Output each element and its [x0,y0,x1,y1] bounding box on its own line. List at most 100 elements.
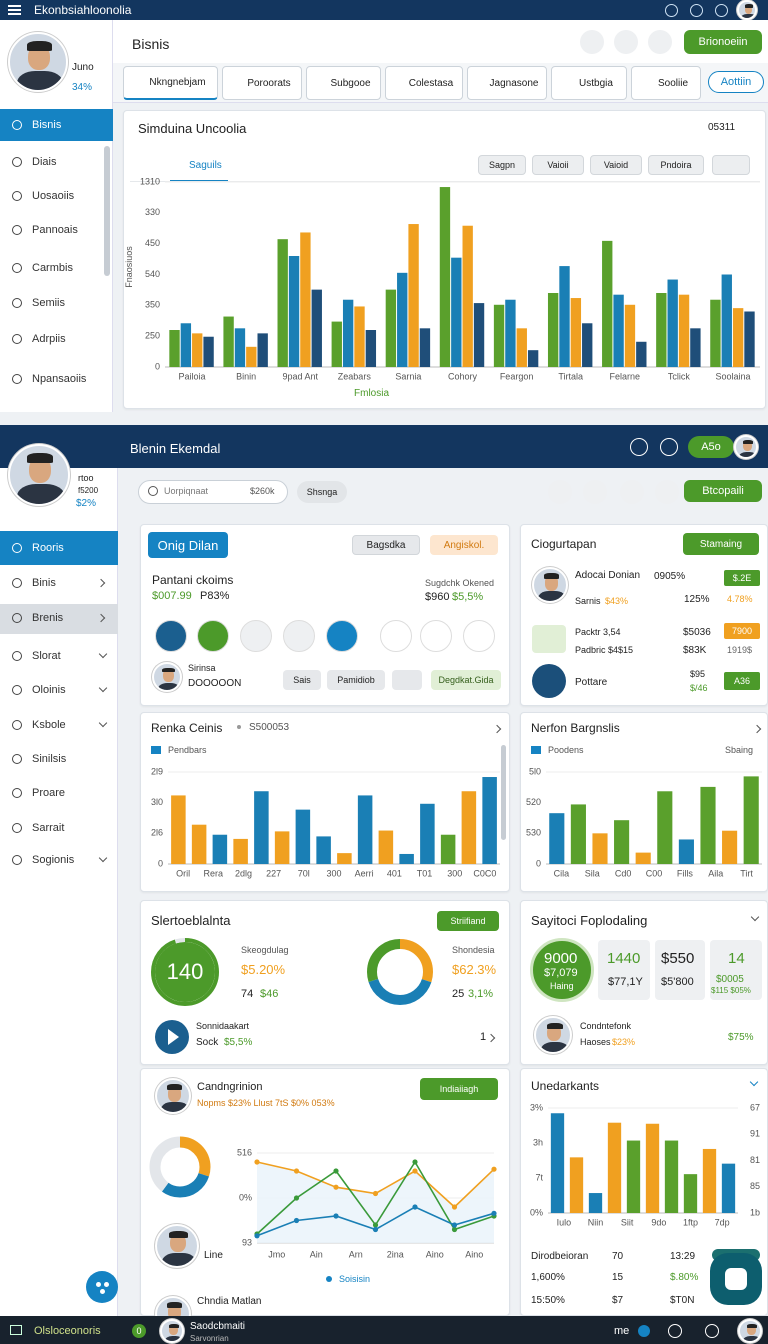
app-title: Ekonbsiahloonolia [34,3,132,17]
bar [337,853,352,864]
search-box[interactable] [138,480,288,504]
tab[interactable]: Subgooe [306,66,381,100]
primary-button[interactable]: Brionoeiin [684,30,762,54]
nav-item[interactable]: Diais [32,156,57,168]
bar [300,232,311,367]
button[interactable]: Bagsdka [352,535,420,555]
button[interactable]: Angiskol. [430,535,498,555]
fab[interactable] [86,1271,118,1303]
nav-item[interactable]: Pannoais [32,224,78,236]
avatar-hair [168,1323,179,1328]
table-cell: 1,600% [531,1272,565,1283]
avatar-hair [27,453,54,464]
button[interactable]: Indiaiiagh [420,1078,498,1100]
tab[interactable]: Nkngnebjam [123,66,218,100]
row-value: $/46 [690,683,708,693]
tile [655,940,705,1000]
circle-value: 9000 [544,950,578,967]
tag[interactable]: 7900 [724,623,760,639]
nav-item[interactable]: Rooris [32,542,64,554]
tool-button[interactable]: Vaioii [532,155,584,175]
section-button[interactable]: A5o [688,436,734,458]
nav-item[interactable]: Binis [32,577,56,589]
nav-item[interactable]: Semiis [32,297,66,309]
y2-tick-label: 81 [750,1155,760,1165]
button[interactable]: Degdkat.Gida [431,670,501,690]
tool-icon[interactable] [712,155,750,175]
icon-button[interactable] [392,670,422,690]
avatar [8,32,68,92]
nav-item[interactable]: Sogionis [32,854,75,866]
tool-button[interactable]: Vaioid [590,155,642,175]
bar [233,838,248,864]
icon-button[interactable] [155,620,187,652]
icon-button[interactable] [283,620,315,652]
icon-button[interactable] [548,480,572,504]
icon-button[interactable] [620,480,644,504]
icon-button[interactable] [648,30,672,54]
icon-button[interactable] [463,620,495,652]
tile-value: 1440 [607,950,641,967]
nav-item[interactable]: Oloinis [32,684,66,696]
icon-button[interactable] [240,620,272,652]
tab[interactable]: Poroorats [222,66,302,100]
tool-button[interactable]: Pndoira [648,155,704,175]
icon [630,438,648,456]
play-triangle [168,1029,179,1045]
icon-button[interactable] [580,30,604,54]
nav-item[interactable]: Sinilsis [32,753,67,765]
nav-item[interactable]: Ksbole [32,719,66,731]
icon-button[interactable] [583,480,607,504]
tab[interactable]: Colestasa [385,66,463,100]
person-name: Condntefonk [580,1021,632,1031]
nav-item[interactable]: Npansaoiis [32,373,87,385]
nav-item[interactable]: Uosaoiis [32,190,75,202]
primary-button[interactable]: Btcopaili [684,480,762,502]
bar [549,813,565,864]
nav-item[interactable]: Adrpiis [32,333,66,345]
icon-button[interactable] [380,620,412,652]
bar [171,795,186,864]
icon-button[interactable] [655,480,679,504]
line-chart: 516 0% 93 Jmo Ain Arn 2ina Aino Aino [237,1147,497,1259]
bar [744,311,755,367]
row-value: $95 [690,669,706,679]
button[interactable]: Sais [283,670,321,690]
tool-button[interactable]: Sagpn [478,155,526,175]
avatar-face [163,669,174,682]
search-button[interactable]: Shsnga [297,481,347,503]
nav-item[interactable]: Slorat [32,650,61,662]
card-subtitle: Nopms $23% Llust 7tS $0% 053% [197,1098,335,1108]
nav-item[interactable]: Bisnis [32,119,62,131]
button[interactable]: Striifiand [437,911,499,931]
tag[interactable]: A36 [724,672,760,690]
y-tick-label: 450 [145,238,160,248]
count-badge[interactable]: 0 [132,1324,146,1338]
badge[interactable]: Onig Dilan [148,532,228,558]
button[interactable]: Pamidiob [327,670,385,690]
nav-item[interactable]: Proare [32,787,66,799]
nav-item[interactable]: Sarrait [32,822,65,834]
x-tick-label: Cd0 [615,868,632,878]
tab[interactable]: Sooliie [631,66,701,100]
donut-label[interactable]: 140 [166,959,204,984]
icon-button[interactable] [614,30,638,54]
avatar-hair [546,1022,563,1029]
icon-button[interactable] [326,620,358,652]
nav-icon [12,225,22,235]
tab-action[interactable]: Aottiin [708,71,764,93]
button[interactable]: Stamaing [683,533,759,555]
tab[interactable]: Ustbgia [551,66,627,100]
tag[interactable]: $.2E [724,570,760,586]
nav-item[interactable]: Carmbis [32,262,73,274]
nav-icon [12,191,22,201]
icon-button[interactable] [420,620,452,652]
icon-button[interactable] [197,620,229,652]
nav-icon [12,685,22,695]
y-tick-label: 93 [242,1237,252,1247]
chart-tab[interactable]: Saguils [189,160,222,171]
chart-title: Simduina Uncoolia [138,121,247,136]
nav-item[interactable]: Brenis [32,612,64,624]
tab[interactable]: Jagnasone [467,66,547,100]
table-cell: 13:29 [670,1251,696,1262]
